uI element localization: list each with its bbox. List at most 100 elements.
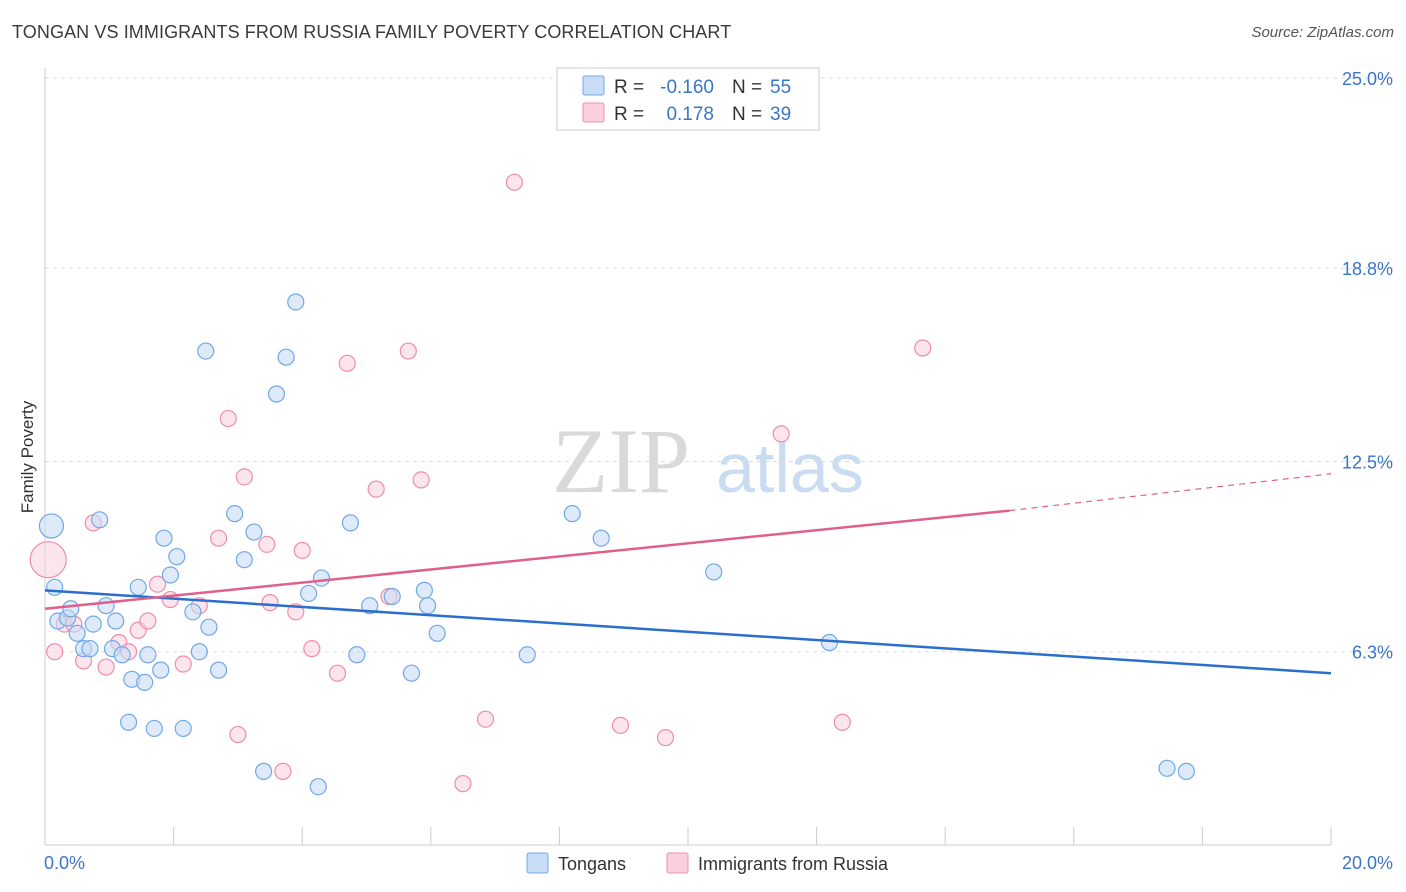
- tongans-point: [705, 563, 723, 581]
- tongans-point: [91, 511, 109, 529]
- tongans-point: [174, 719, 192, 738]
- legend-r-value-2: 0.178: [666, 104, 714, 125]
- y-tick-label: 6.3%: [1352, 643, 1393, 663]
- tongans-point: [139, 646, 157, 664]
- tongans-point: [161, 566, 179, 584]
- russia-trend-line-extension: [1009, 473, 1332, 512]
- y-tick-labels: 6.3% 12.5% 18.8% 25.0%: [1342, 69, 1393, 663]
- tongans-point: [383, 587, 401, 606]
- tongans-point: [84, 615, 102, 633]
- russia-point: [833, 713, 851, 731]
- russia-point: [210, 529, 228, 547]
- tongans-point: [210, 661, 228, 679]
- tongans-point: [287, 293, 305, 311]
- russia-point: [235, 468, 253, 486]
- tongans-point: [1177, 762, 1195, 780]
- tongans-point: [300, 584, 318, 603]
- tongans-point: [136, 673, 154, 691]
- chart-title: TONGAN VS IMMIGRANTS FROM RUSSIA FAMILY …: [12, 22, 732, 42]
- legend-bottom-russia-label: Immigrants from Russia: [698, 854, 889, 874]
- tongans-point: [402, 664, 421, 682]
- tongans-point: [46, 578, 64, 596]
- legend-n-label-2: N =: [732, 104, 762, 125]
- tongans-points: [38, 293, 1195, 796]
- tongans-point: [145, 719, 163, 738]
- tongans-point: [312, 569, 331, 587]
- russia-point: [261, 594, 279, 612]
- y-tick-label: 12.5%: [1342, 453, 1393, 473]
- legend-n-value-1: 55: [770, 77, 791, 98]
- russia-point: [46, 643, 64, 661]
- tongans-point: [226, 505, 244, 523]
- source-label: Source: ZipAtlas.com: [1251, 24, 1394, 41]
- russia-point: [611, 716, 630, 734]
- tongans-point: [129, 578, 147, 596]
- russia-point: [303, 640, 321, 658]
- x-tick-label: 20.0%: [1342, 853, 1393, 873]
- russia-point: [258, 535, 276, 553]
- tongans-point: [309, 778, 327, 796]
- tongans-trend-line: [44, 589, 1332, 675]
- y-tick-label: 25.0%: [1342, 69, 1393, 89]
- russia-point: [454, 775, 472, 793]
- tongans-point: [197, 342, 215, 360]
- legend-r-value-1: -0.160: [660, 77, 714, 98]
- tongans-point: [168, 548, 186, 566]
- tongans-point: [119, 713, 138, 731]
- russia-point: [399, 342, 417, 360]
- tongans-point: [415, 581, 433, 599]
- tongans-point: [245, 523, 263, 541]
- legend-tongans-swatch: [582, 75, 605, 96]
- russia-point: [229, 725, 247, 744]
- tongans-point: [152, 661, 170, 679]
- axes: [44, 68, 1332, 846]
- legend-russia-swatch: [582, 102, 605, 123]
- russia-point: [367, 480, 385, 498]
- legend-n-value-2: 39: [770, 104, 791, 125]
- tongans-point: [38, 513, 65, 539]
- russia-point: [29, 541, 67, 579]
- legend-r-label-2: R =: [614, 104, 644, 125]
- tongans-point: [62, 600, 80, 618]
- tongans-point: [235, 551, 253, 569]
- russia-point: [505, 173, 523, 191]
- russia-point: [914, 339, 932, 357]
- russia-point: [274, 762, 292, 780]
- tongans-point: [1158, 759, 1176, 777]
- x-tick-label: 0.0%: [44, 853, 85, 873]
- tongans-point: [107, 612, 125, 630]
- tongans-point: [113, 646, 131, 664]
- tongans-point: [820, 633, 839, 652]
- tongans-point: [428, 624, 446, 642]
- russia-point: [772, 425, 790, 443]
- tongans-point: [418, 597, 437, 615]
- russia-trend-line: [44, 509, 1010, 611]
- russia-point: [656, 729, 675, 747]
- tongans-point: [563, 505, 581, 523]
- russia-point: [174, 655, 192, 673]
- tongans-point: [200, 618, 218, 636]
- russia-point: [97, 658, 115, 676]
- legend-bottom-tongans-label: Tongans: [558, 854, 626, 874]
- tongans-point: [81, 640, 99, 658]
- tongans-point: [277, 348, 295, 366]
- y-tick-label: 18.8%: [1342, 259, 1393, 279]
- trend-lines: [44, 473, 1332, 675]
- tongans-point: [348, 646, 366, 664]
- legend-bottom-russia-swatch: [666, 852, 689, 874]
- tongans-point: [190, 643, 208, 661]
- legend-bottom-tongans-swatch: [526, 852, 549, 874]
- tongans-point: [68, 624, 86, 642]
- tongans-point: [518, 646, 536, 664]
- tongans-point: [155, 529, 173, 547]
- tongans-point: [184, 603, 202, 621]
- watermark-atlas: atlas: [716, 429, 864, 507]
- legend-bottom: Tongans Immigrants from Russia: [526, 852, 889, 874]
- tongans-point: [341, 514, 360, 532]
- russia-point: [412, 471, 430, 489]
- tongans-point: [592, 529, 610, 547]
- y-axis-label: Family Poverty: [18, 400, 37, 513]
- russia-point: [338, 354, 356, 372]
- legend-n-label-1: N =: [732, 77, 762, 98]
